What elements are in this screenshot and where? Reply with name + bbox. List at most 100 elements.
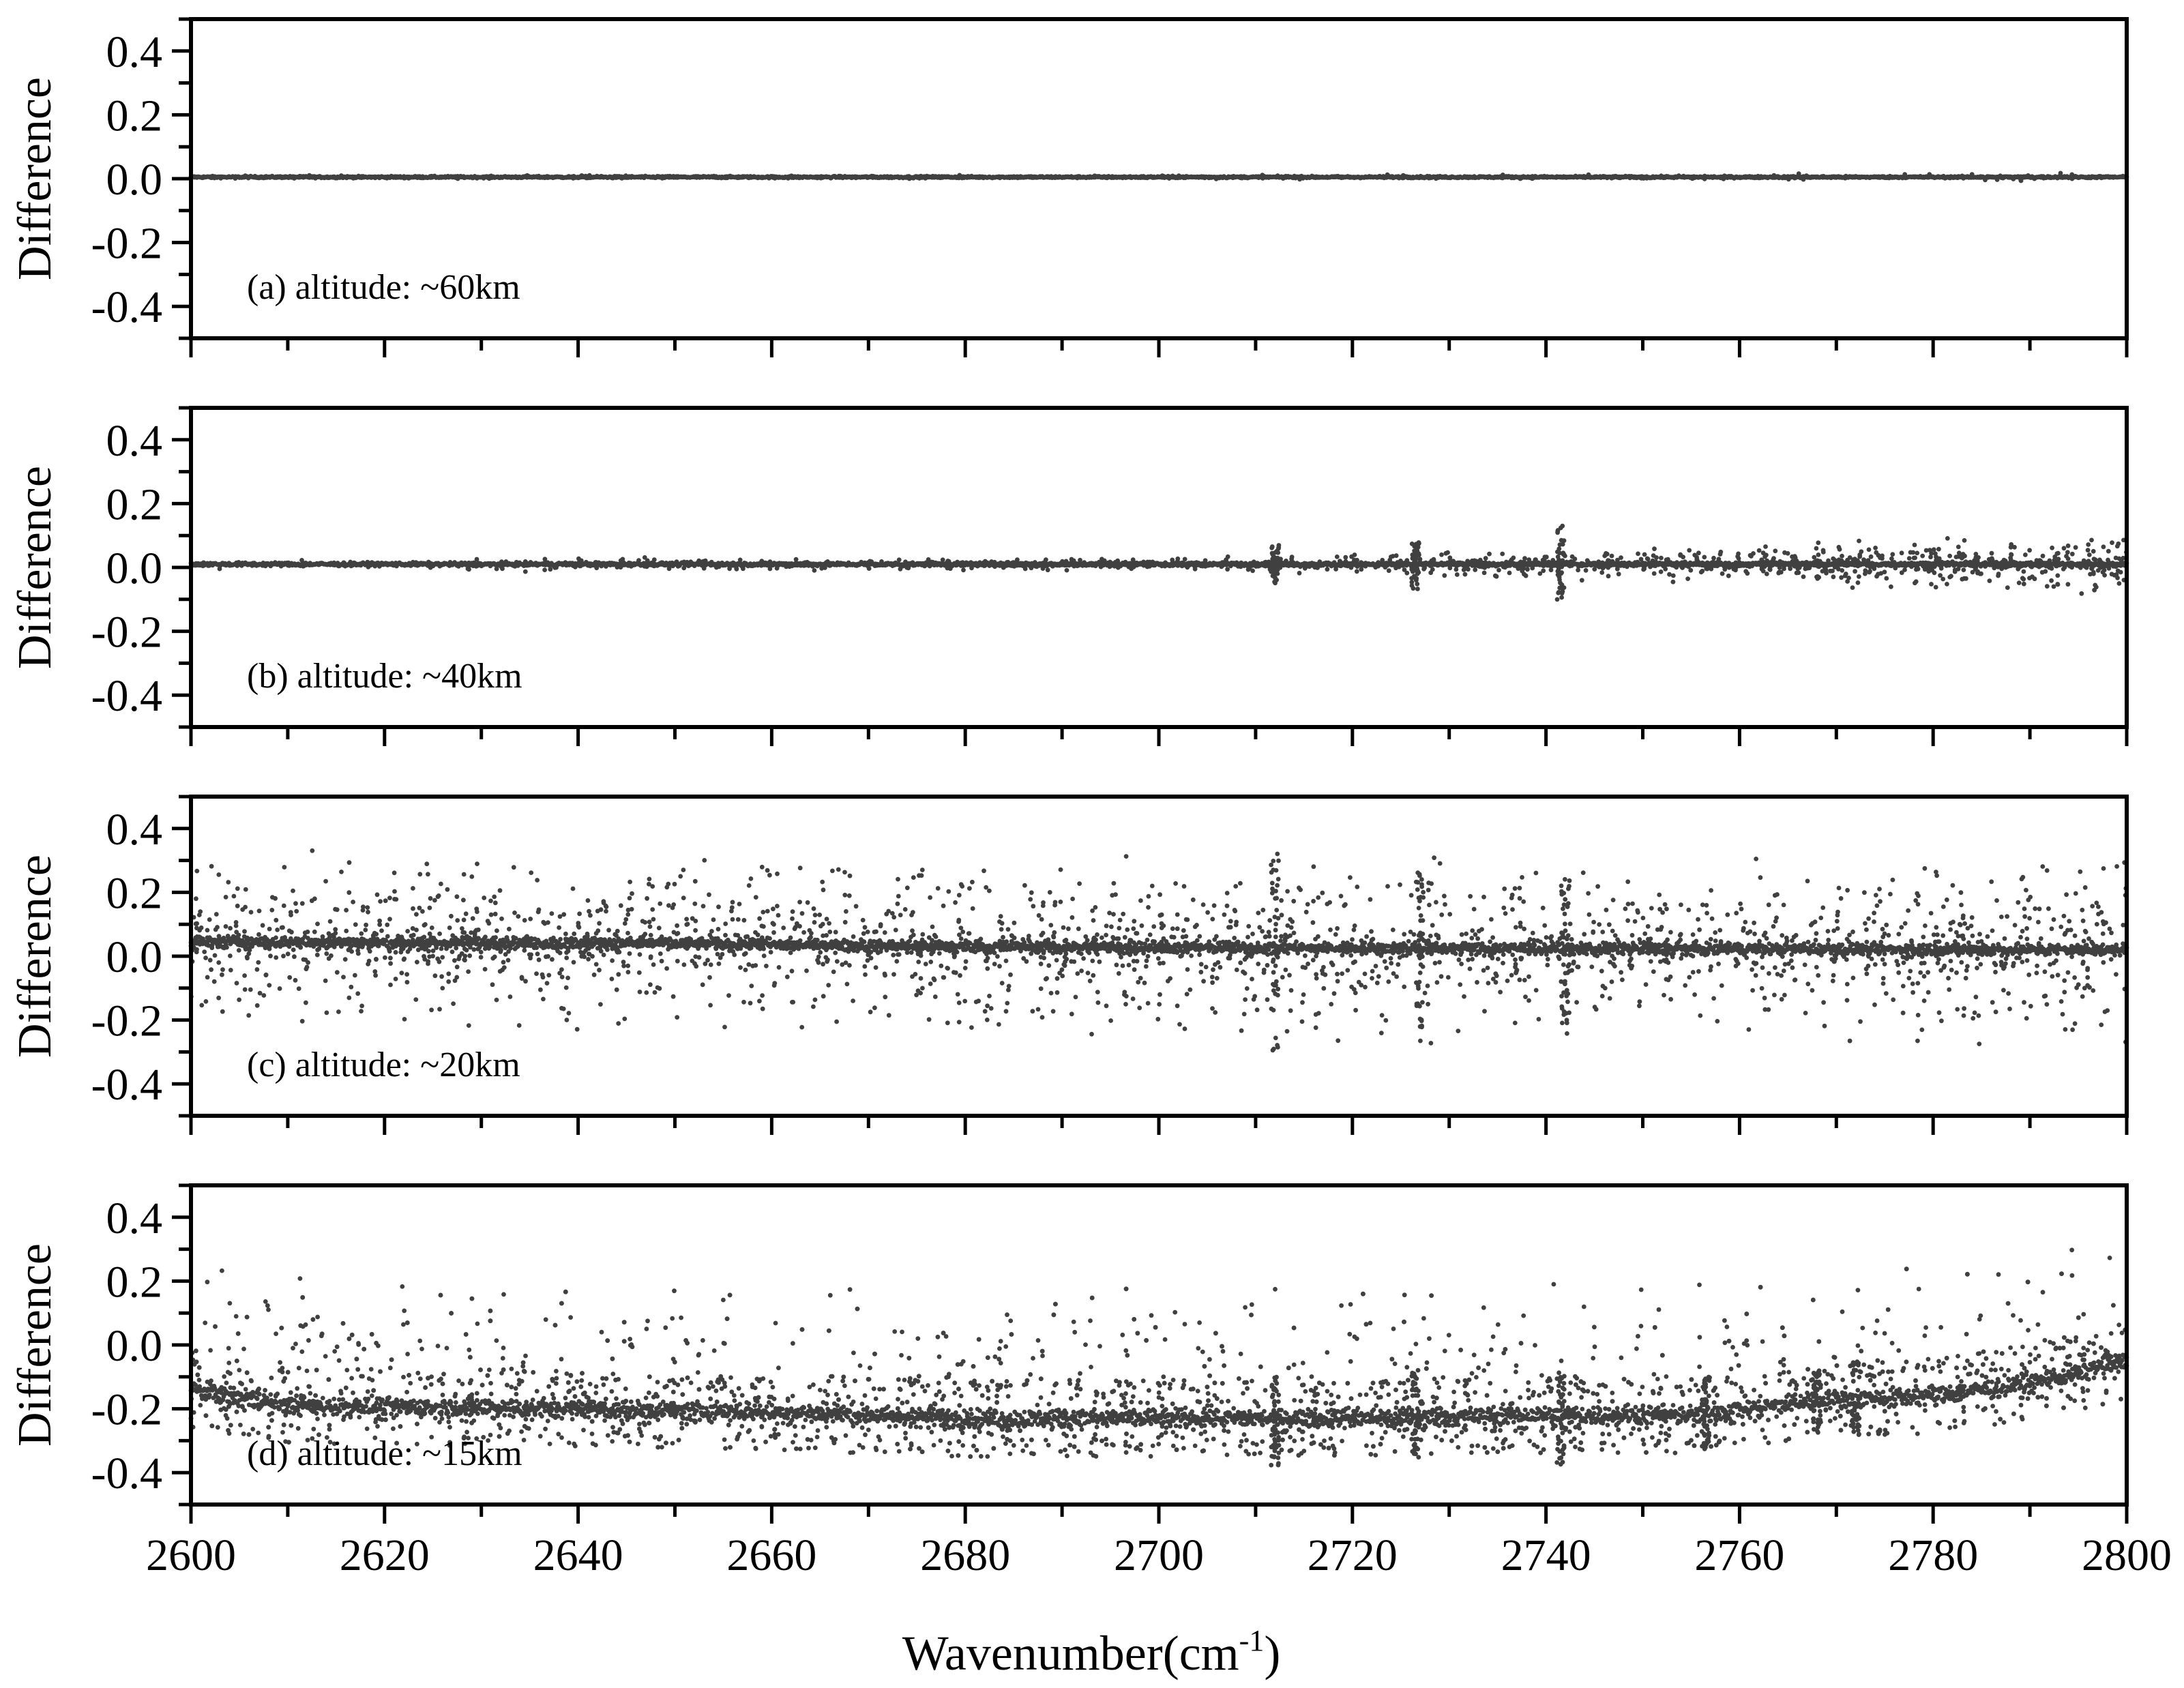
data-point-outlier xyxy=(1209,175,1214,179)
data-point-outlier xyxy=(2041,175,2046,181)
data-point-outlier xyxy=(1848,175,1854,179)
data-point-outlier xyxy=(579,173,585,178)
data-point-outlier xyxy=(1115,175,1120,180)
data-point-outlier xyxy=(1008,175,1014,179)
data-point-outlier xyxy=(613,174,617,179)
data-point-outlier xyxy=(517,175,522,179)
data-point-outlier xyxy=(1133,175,1138,179)
data-point-outlier xyxy=(1213,177,1219,181)
data-point-outlier xyxy=(838,173,842,179)
data-point-outlier xyxy=(599,173,604,179)
data-point-outlier xyxy=(1120,175,1125,181)
data-point-outlier xyxy=(1744,175,1750,180)
data-point-outlier xyxy=(874,175,880,180)
data-point-outlier xyxy=(655,174,660,179)
data-point-outlier xyxy=(1983,177,1988,183)
data-point-outlier xyxy=(486,176,492,181)
data-point-outlier xyxy=(641,175,647,181)
data-point-outlier xyxy=(482,174,487,179)
data-point-outlier xyxy=(1292,173,1297,179)
data-point-outlier xyxy=(368,175,374,180)
data-point-outlier xyxy=(1183,175,1188,180)
data-point-outlier xyxy=(788,173,794,179)
data-point-outlier xyxy=(1199,174,1205,179)
data-point-outlier xyxy=(1352,175,1357,181)
data-point-outlier xyxy=(1961,175,1966,181)
data-point-outlier xyxy=(233,176,238,181)
data-point-outlier xyxy=(429,173,434,179)
data-point-outlier xyxy=(1702,173,1707,179)
data-point-outlier xyxy=(1752,175,1757,181)
data-point-outlier xyxy=(867,175,872,180)
data-point-outlier xyxy=(1149,175,1155,179)
data-point-outlier xyxy=(1810,174,1816,179)
panel-label: (a) altitude: ~60km xyxy=(247,268,520,307)
data-point-outlier xyxy=(1434,176,1438,181)
data-point-outlier xyxy=(2098,175,2104,180)
data-point-outlier xyxy=(1220,175,1225,179)
data-point-outlier xyxy=(325,175,331,181)
data-point-outlier xyxy=(772,175,778,181)
data-point-outlier xyxy=(1881,175,1887,179)
y-tick-label: -0.4 xyxy=(91,282,162,332)
data-point-outlier xyxy=(1641,175,1647,181)
data-point-outlier xyxy=(1978,174,1983,179)
data-point-outlier xyxy=(851,175,856,180)
data-point-outlier xyxy=(1609,175,1614,181)
data-point-outlier xyxy=(1314,174,1319,179)
data-point-outlier xyxy=(552,175,558,180)
data-point-outlier xyxy=(387,175,392,179)
data-point-outlier xyxy=(740,175,745,180)
data-point-outlier xyxy=(2058,171,2063,176)
data-point-outlier xyxy=(217,174,222,179)
data-point-outlier xyxy=(1411,175,1416,179)
data-point-outlier xyxy=(1853,174,1859,179)
data-point-outlier xyxy=(372,175,378,181)
data-point-outlier xyxy=(304,174,308,179)
data-point-outlier xyxy=(423,175,428,180)
data-point-outlier xyxy=(711,173,716,179)
data-point-outlier xyxy=(761,175,766,180)
data-point-outlier xyxy=(1518,176,1523,181)
data-point-outlier xyxy=(1725,175,1730,180)
y-tick-label: 0.0 xyxy=(106,155,163,205)
data-point-outlier xyxy=(1260,173,1265,177)
data-point-outlier xyxy=(936,174,941,179)
data-point-outlier xyxy=(2062,174,2067,179)
data-point-outlier xyxy=(406,175,411,181)
data-point-outlier xyxy=(1379,175,1385,180)
data-point-outlier xyxy=(1994,177,2000,182)
data-point-outlier xyxy=(1842,175,1848,181)
data-point-outlier xyxy=(199,175,205,180)
data-point-outlier xyxy=(2075,175,2080,179)
data-point-outlier xyxy=(986,175,991,179)
data-point-outlier xyxy=(1244,175,1250,181)
data-point-outlier xyxy=(209,175,213,180)
data-point-outlier xyxy=(1488,175,1494,180)
y-tick-label: 0.4 xyxy=(106,27,163,77)
data-point-outlier xyxy=(1687,175,1693,180)
y-axis-label: Difference xyxy=(9,77,61,280)
data-point-outlier xyxy=(1338,175,1342,180)
data-point-outlier xyxy=(338,173,344,178)
data-point-outlier xyxy=(2069,176,2075,181)
data-point-outlier xyxy=(976,175,982,180)
data-point-outlier xyxy=(566,174,572,179)
data-point-outlier xyxy=(1422,175,1428,180)
data-point-outlier xyxy=(2069,172,2075,177)
data-point-outlier xyxy=(2011,177,2016,181)
data-point-outlier xyxy=(464,175,470,179)
data-point-outlier xyxy=(797,175,802,181)
data-point-outlier xyxy=(1256,175,1261,180)
data-point-outlier xyxy=(2032,176,2037,181)
data-point-outlier xyxy=(719,175,724,180)
data-point-outlier xyxy=(529,175,535,180)
data-point-outlier xyxy=(619,176,625,181)
y-tick-label: -0.2 xyxy=(91,219,162,269)
data-point-outlier xyxy=(282,174,288,179)
data-point-outlier xyxy=(1305,174,1310,179)
data-point-outlier xyxy=(589,175,594,180)
data-point-outlier xyxy=(454,174,458,179)
